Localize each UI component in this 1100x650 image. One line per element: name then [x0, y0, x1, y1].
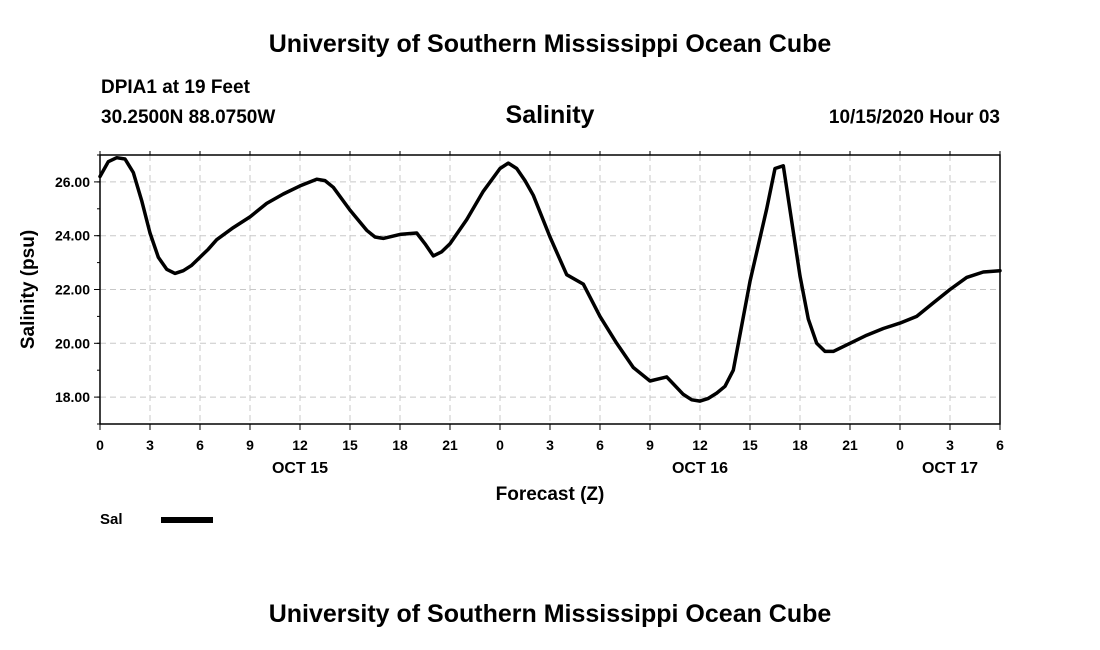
station-label: DPIA1 at 19 Feet — [101, 77, 250, 98]
grid-lines — [100, 155, 1000, 424]
x-tick-label: 0 — [496, 437, 504, 453]
y-tick-label: 26.00 — [55, 174, 90, 190]
station-coordinates: 30.2500N 88.0750W — [101, 107, 276, 128]
x-tick-label: 18 — [392, 437, 408, 453]
y-axis-title: Salinity (psu) — [18, 230, 39, 349]
x-tick-label: 9 — [246, 437, 254, 453]
date-label: OCT 16 — [672, 460, 728, 477]
x-axis-title: Forecast (Z) — [496, 484, 605, 505]
series-line-sal — [98, 155, 1002, 403]
x-tick-label: 18 — [792, 437, 808, 453]
plot-frame — [99, 154, 1001, 425]
x-tick-label: 0 — [96, 437, 104, 453]
forecast-run-time: 10/15/2020 Hour 03 — [828, 107, 1000, 128]
x-tick-label: 9 — [646, 437, 654, 453]
x-tick-label: 15 — [342, 437, 358, 453]
date-label: OCT 17 — [922, 460, 978, 477]
x-tick-label: 3 — [946, 437, 954, 453]
x-tick-label: 12 — [692, 437, 708, 453]
y-tick-label: 22.00 — [55, 282, 90, 298]
legend-swatch — [161, 517, 213, 523]
x-tick-label: 12 — [292, 437, 308, 453]
x-tick-label: 6 — [996, 437, 1004, 453]
x-tick-label: 3 — [546, 437, 554, 453]
page-title: University of Southern Mississippi Ocean… — [268, 30, 832, 58]
chart-title: Salinity — [505, 101, 595, 129]
x-tick-label: 21 — [442, 437, 458, 453]
x-tick-label: 21 — [842, 437, 858, 453]
axis-ticks — [94, 151, 1001, 430]
legend-label: Sal — [100, 511, 123, 528]
x-tick-label: 6 — [596, 437, 604, 453]
x-tick-label: 3 — [146, 437, 154, 453]
y-tick-label: 18.00 — [55, 389, 90, 405]
x-tick-label: 15 — [742, 437, 758, 453]
date-label: OCT 15 — [272, 460, 328, 477]
y-tick-label: 20.00 — [55, 335, 90, 351]
series-layer — [98, 155, 1002, 403]
x-tick-label: 6 — [196, 437, 204, 453]
x-tick-label: 0 — [896, 437, 904, 453]
axis-labels: 0 3 6 9 12 15 18 21 0 3 6 9 12 15 18 21 0 3 6 OCT 15 OCT 16 O… — [18, 174, 1004, 505]
footer-title: University of Southern Mississippi Ocean… — [268, 600, 832, 628]
y-tick-label: 24.00 — [55, 228, 90, 244]
